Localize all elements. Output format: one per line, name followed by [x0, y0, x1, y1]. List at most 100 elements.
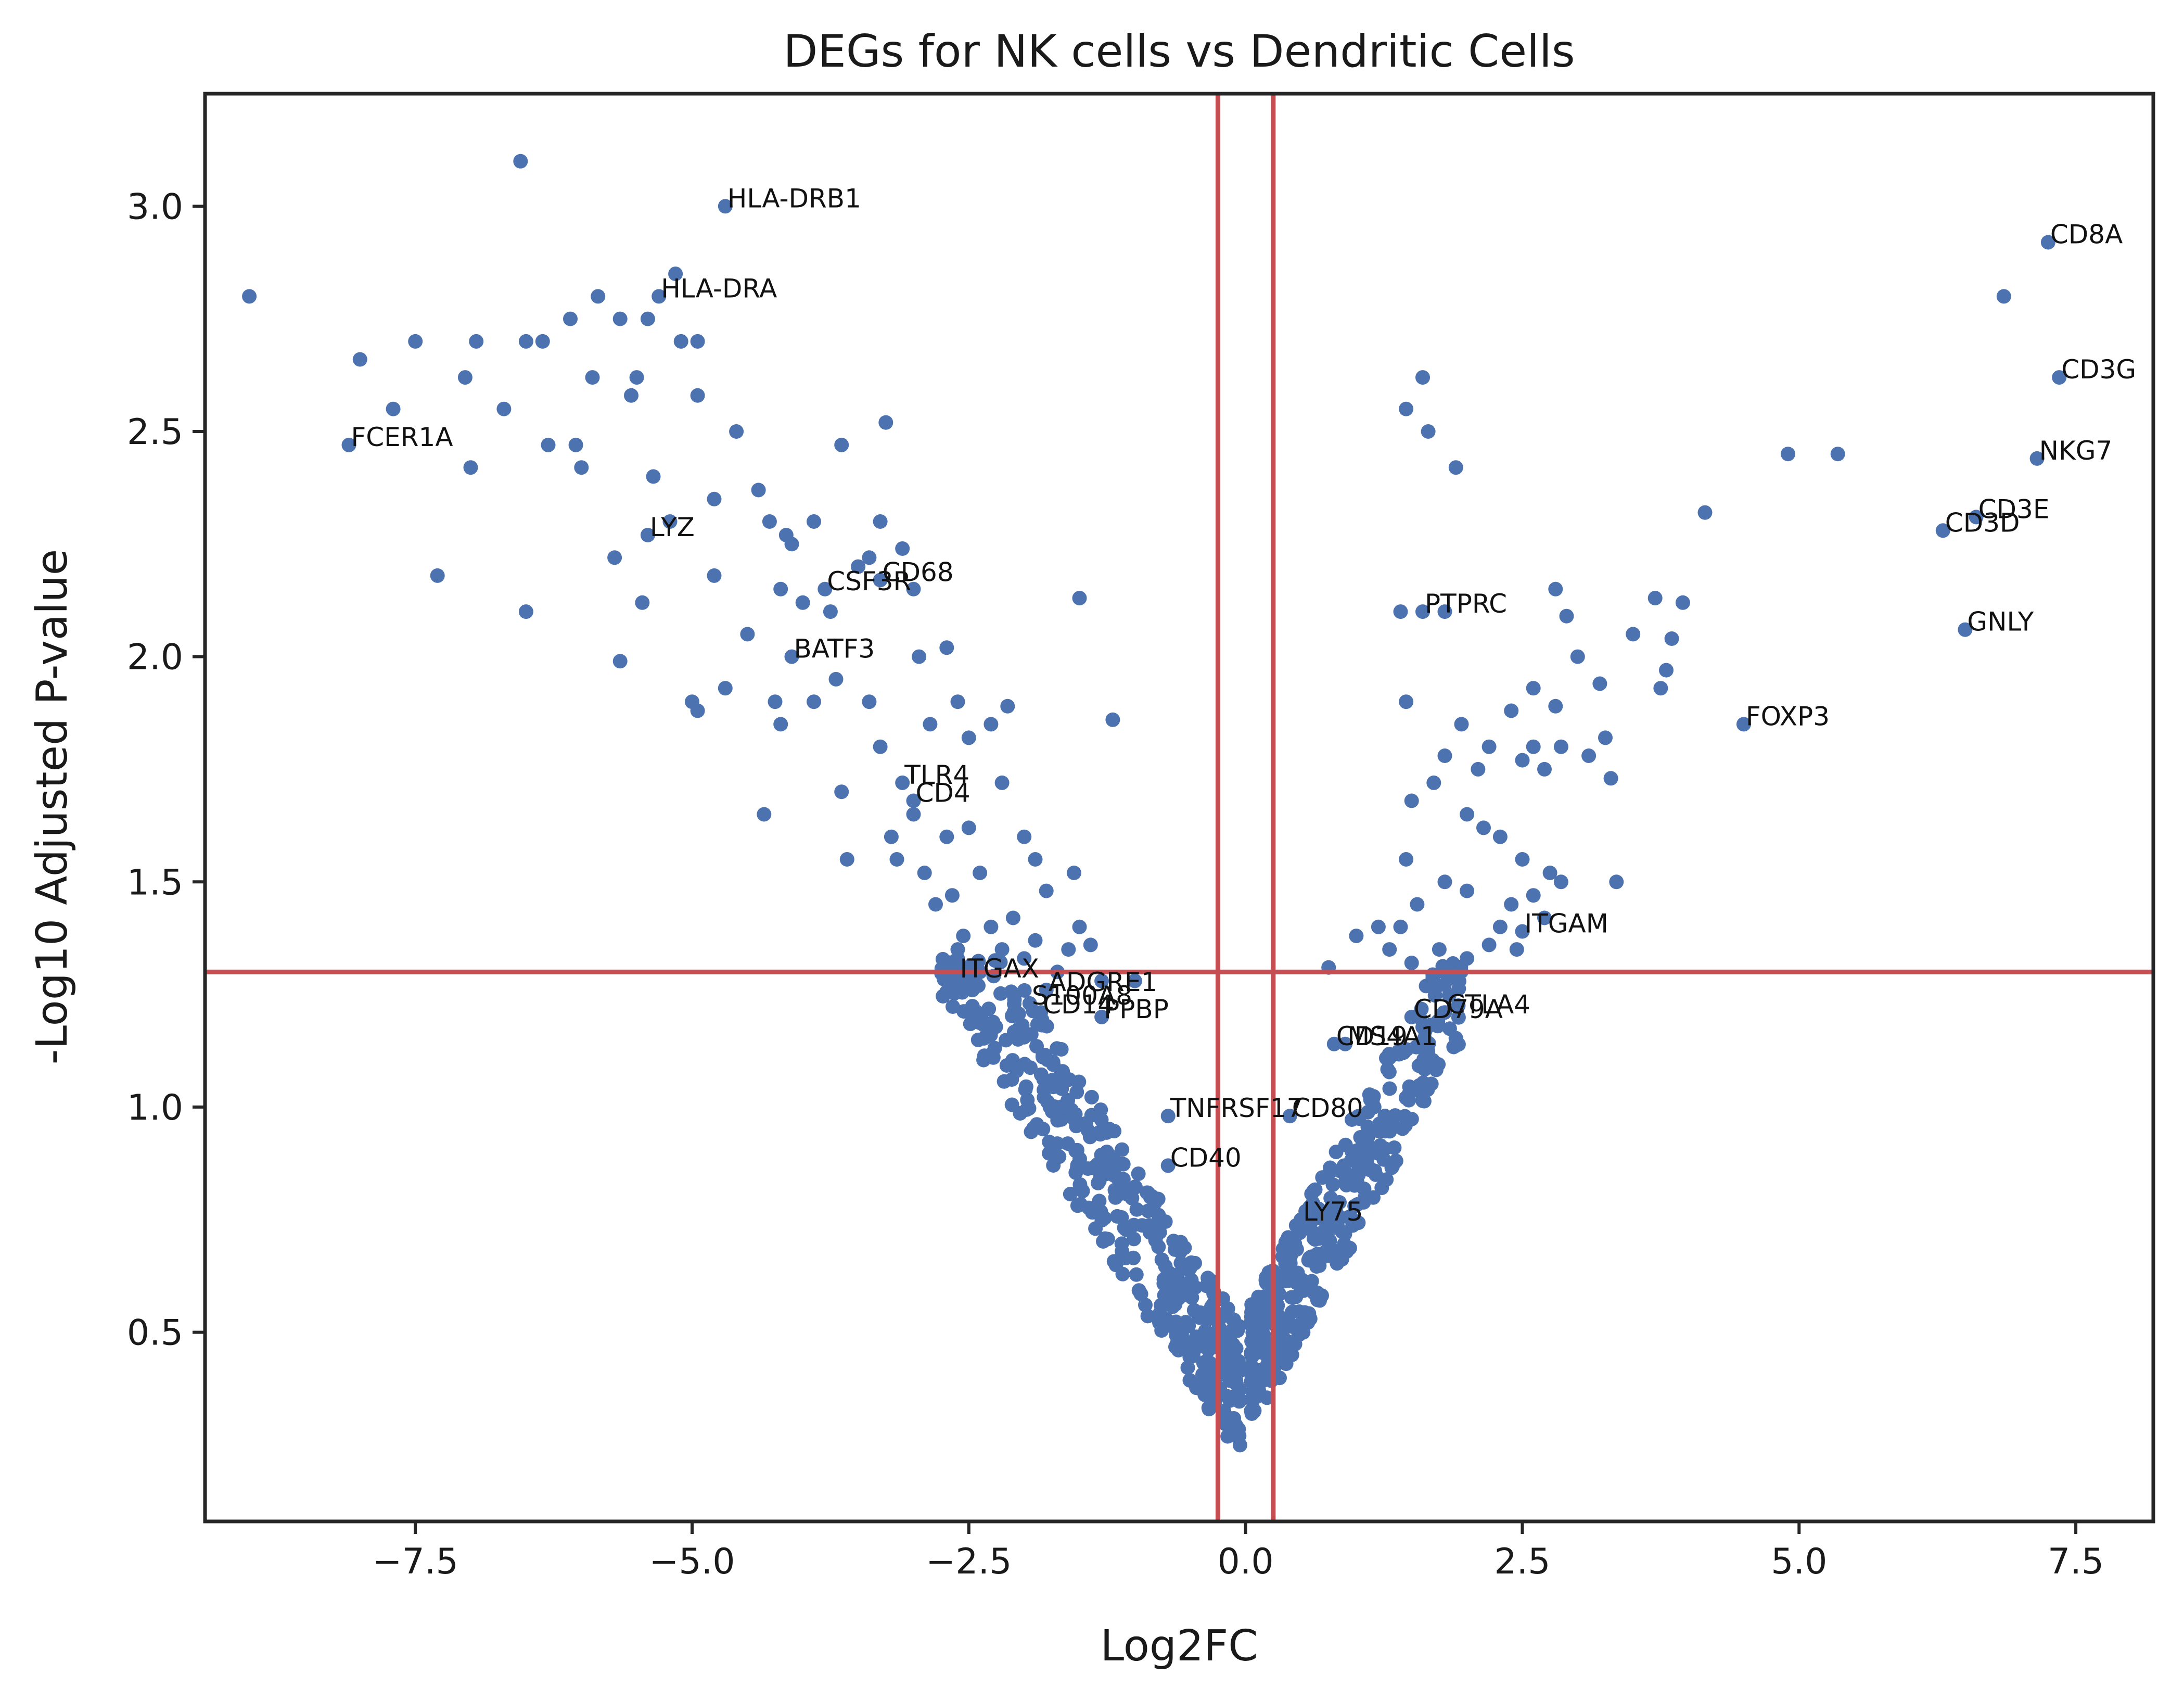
data-point-adgre1 — [1039, 982, 1054, 997]
data-point — [1109, 1209, 1125, 1224]
data-point-csf3r — [818, 581, 833, 596]
data-point — [1996, 289, 2011, 304]
data-point — [993, 986, 1008, 1001]
gene-label-ms4a1: MS4A1 — [1347, 1021, 1437, 1051]
data-point — [1391, 1044, 1406, 1059]
data-point — [1133, 1287, 1148, 1302]
data-point — [1154, 1323, 1169, 1338]
data-point — [690, 703, 705, 718]
data-point — [1256, 1327, 1271, 1342]
y-tick-label: 2.5 — [127, 412, 183, 453]
data-point-cd3d — [1935, 523, 1950, 538]
data-point — [612, 654, 628, 669]
gene-label-cd14: CD14 — [1043, 989, 1114, 1020]
data-point — [1063, 1187, 1078, 1202]
data-point — [1182, 1373, 1197, 1388]
data-point-ly75 — [1294, 1212, 1308, 1227]
data-point-ctla4 — [1437, 1005, 1452, 1020]
gene-label-ly75: LY75 — [1303, 1197, 1363, 1227]
data-point — [773, 717, 788, 732]
data-point — [635, 595, 650, 610]
data-point — [1382, 1081, 1397, 1096]
data-point — [1675, 595, 1690, 610]
data-point — [917, 866, 932, 880]
data-point — [862, 694, 877, 709]
data-point — [563, 311, 578, 326]
data-point — [1017, 829, 1032, 844]
data-point — [862, 550, 877, 565]
data-point — [1184, 1290, 1199, 1305]
data-point-cd19 — [1326, 1036, 1342, 1051]
data-point — [906, 581, 921, 596]
plot-area-frame — [203, 92, 2155, 1524]
x-tick-label: 7.5 — [2048, 1541, 2104, 1582]
data-point — [1308, 1232, 1323, 1247]
gene-label-cd68: CD68 — [883, 557, 954, 588]
data-point — [1382, 942, 1397, 957]
data-point — [994, 942, 1010, 957]
data-point — [1084, 1089, 1099, 1105]
data-point — [1263, 1281, 1279, 1297]
data-point — [1106, 1254, 1121, 1269]
data-point — [1384, 1116, 1399, 1131]
data-point — [1278, 1256, 1293, 1272]
data-point-gnly — [1958, 622, 1973, 637]
data-point — [1039, 883, 1054, 898]
data-point — [1182, 1350, 1197, 1365]
data-point — [994, 775, 1010, 790]
gene-label-ppbp: PPBP — [1104, 994, 1169, 1024]
data-point — [535, 334, 550, 349]
data-point — [1272, 1370, 1287, 1386]
data-point — [1401, 1093, 1416, 1108]
data-point-cd68 — [873, 573, 888, 588]
data-point-hla-drb1 — [718, 199, 733, 214]
data-point — [1537, 761, 1552, 777]
data-point — [1526, 739, 1541, 754]
data-point — [1072, 591, 1087, 606]
data-point — [1173, 1255, 1189, 1271]
data-point-cd8a — [2040, 235, 2055, 250]
data-point — [873, 514, 888, 529]
data-point — [1152, 1218, 1167, 1233]
data-point — [1308, 1201, 1323, 1216]
data-point — [1140, 1309, 1155, 1324]
data-point — [1115, 1266, 1130, 1281]
data-point — [518, 334, 533, 349]
data-point — [956, 929, 971, 944]
data-point — [1647, 591, 1663, 606]
data-point — [1029, 1039, 1044, 1054]
gene-label-s100a8: S100A8 — [1032, 981, 1132, 1011]
data-point — [1356, 1195, 1371, 1210]
data-point — [964, 976, 979, 991]
data-point — [640, 311, 655, 326]
data-point — [1341, 1210, 1356, 1225]
data-point — [496, 401, 512, 416]
data-point — [1042, 1146, 1057, 1161]
data-point — [1603, 771, 1618, 786]
y-tick-label: 0.5 — [127, 1313, 183, 1354]
data-point — [574, 460, 589, 475]
data-point — [1398, 1118, 1413, 1133]
data-point — [961, 820, 976, 835]
data-point — [1078, 1116, 1093, 1131]
data-point-cd3g — [2052, 370, 2067, 385]
data-point — [950, 942, 965, 957]
data-point — [1504, 897, 1519, 912]
data-point — [1548, 699, 1563, 714]
data-point — [591, 289, 606, 304]
data-point-batf3 — [784, 649, 799, 664]
data-point — [1347, 1178, 1362, 1193]
data-point — [834, 784, 849, 799]
data-point — [1028, 852, 1043, 867]
data-point — [1037, 1090, 1052, 1105]
data-point — [1424, 1076, 1439, 1091]
y-tick-label: 3.0 — [127, 186, 183, 227]
data-point-tlr4 — [895, 775, 910, 790]
data-point — [944, 888, 960, 903]
gene-label-tnfrsf17: TNFRSF17 — [1170, 1093, 1304, 1123]
data-point-nkg7 — [2029, 451, 2045, 466]
gene-label-hla-drb1: HLA-DRB1 — [727, 183, 861, 213]
axis-ticks: −7.5 −5.0 −2.5 0.0 2.5 5.0 7.5 0.5 1.0 1.5 2.0 2.5 3… — [127, 186, 2104, 1582]
data-point — [1553, 874, 1568, 890]
